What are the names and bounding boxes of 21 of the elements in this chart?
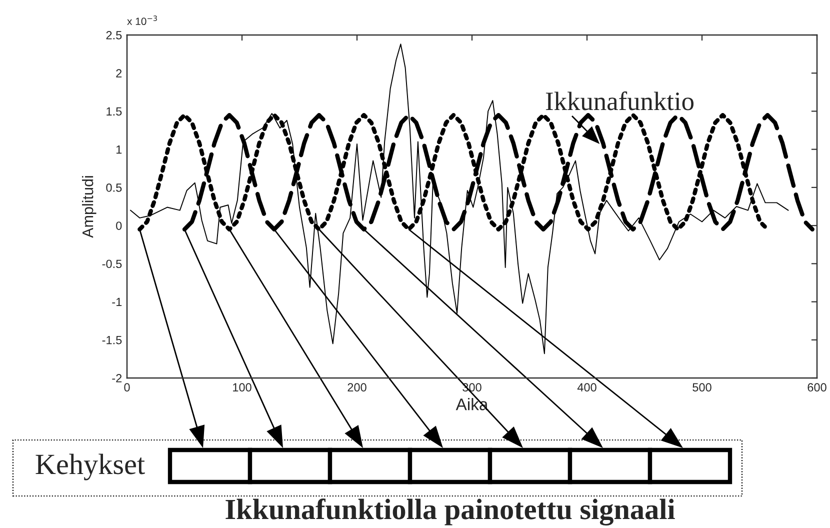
y-tick-label: 0.5 xyxy=(106,183,122,192)
text: Kehykset xyxy=(36,454,145,480)
text: Ikkunafunktiolla painotettu signaali xyxy=(226,498,675,526)
y-tick-label: 1.5 xyxy=(106,107,122,116)
x-tick-label: 0 xyxy=(124,383,130,392)
x-tick-label: 400 xyxy=(577,383,596,392)
y-tick-label: -0.5 xyxy=(102,260,122,268)
y-axis-title: Amplitudi xyxy=(82,176,96,238)
text: x 10$^{−3}$ xyxy=(127,16,157,26)
y-tick-label: -1 xyxy=(112,298,122,306)
x-tick-label: 500 xyxy=(692,383,712,392)
y-tick-label: 2 xyxy=(116,69,122,78)
y-tick-label: -2 xyxy=(112,374,122,382)
y-tick-label: 2.5 xyxy=(106,31,122,40)
x-tick-label: 200 xyxy=(348,383,366,392)
annotation: Ikkunafunktio xyxy=(546,91,694,110)
y-tick-label: 0 xyxy=(116,222,122,230)
y-tick-label: 1 xyxy=(116,145,122,154)
x-tick-label: 100 xyxy=(233,383,252,392)
y-tick-label: -1.5 xyxy=(102,336,122,344)
x-tick-label: 600 xyxy=(808,383,826,392)
